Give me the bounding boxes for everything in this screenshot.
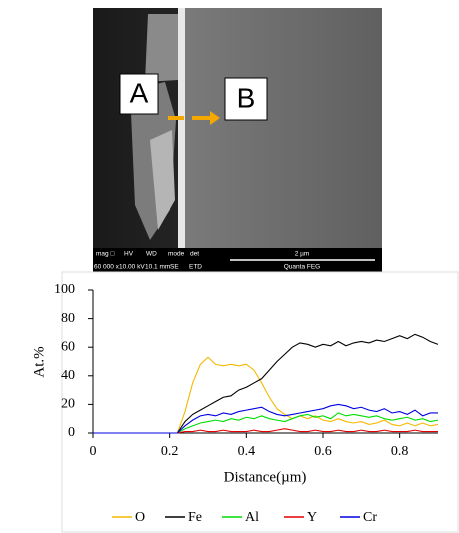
x-tick-label: 0.2	[161, 444, 179, 459]
info-value: SE	[170, 264, 179, 271]
arrow-head	[210, 111, 220, 125]
label-b: B	[237, 82, 256, 113]
legend-label: O	[135, 510, 145, 525]
legend-label: Fe	[188, 510, 202, 525]
label-a: A	[130, 77, 149, 108]
data-line	[93, 428, 438, 434]
label-box	[119, 73, 159, 115]
sem-crystal	[150, 130, 175, 230]
x-tick-label: 0.6	[314, 444, 332, 459]
scale-label: 2 µm	[295, 251, 310, 258]
sem-crystal	[145, 14, 178, 82]
info-header: det	[190, 251, 199, 258]
sem-interface	[178, 8, 185, 248]
legend-label: Cr	[363, 510, 377, 525]
x-tick-label: 0	[90, 444, 97, 459]
info-value: 10.1 mm	[145, 264, 170, 271]
info-value: 60 000 x	[94, 264, 120, 271]
info-header: mode	[168, 251, 185, 258]
info-header: WD	[146, 251, 157, 258]
sem-image: A B 2 µm Quanta FEG	[93, 8, 382, 272]
x-axis-label: Distance(µm)	[224, 469, 307, 485]
instrument: Quanta FEG	[284, 264, 321, 271]
sem-substrate	[185, 8, 382, 248]
data-line	[93, 403, 438, 434]
info-header: mag □	[96, 251, 114, 258]
x-tick-label: 0.8	[391, 444, 409, 459]
data-line	[93, 356, 439, 434]
legend-label: Y	[307, 510, 317, 525]
y-tick-label: 0	[68, 425, 75, 440]
y-axis-label: At.%	[31, 346, 47, 377]
legend-label: Al	[245, 510, 259, 525]
info-header: HV	[124, 251, 134, 258]
data-line	[93, 333, 439, 434]
info-value: 10.00 kV	[119, 264, 145, 271]
y-tick-label: 100	[54, 282, 75, 297]
y-tick-label: 20	[61, 397, 75, 412]
label-box	[224, 77, 268, 121]
y-tick-label: 60	[61, 339, 75, 354]
chart-frame	[61, 271, 459, 533]
info-value: ETD	[189, 264, 202, 271]
y-tick-label: 80	[61, 311, 75, 326]
y-tick-label: 40	[61, 368, 75, 383]
x-tick-label: 0.4	[238, 444, 256, 459]
